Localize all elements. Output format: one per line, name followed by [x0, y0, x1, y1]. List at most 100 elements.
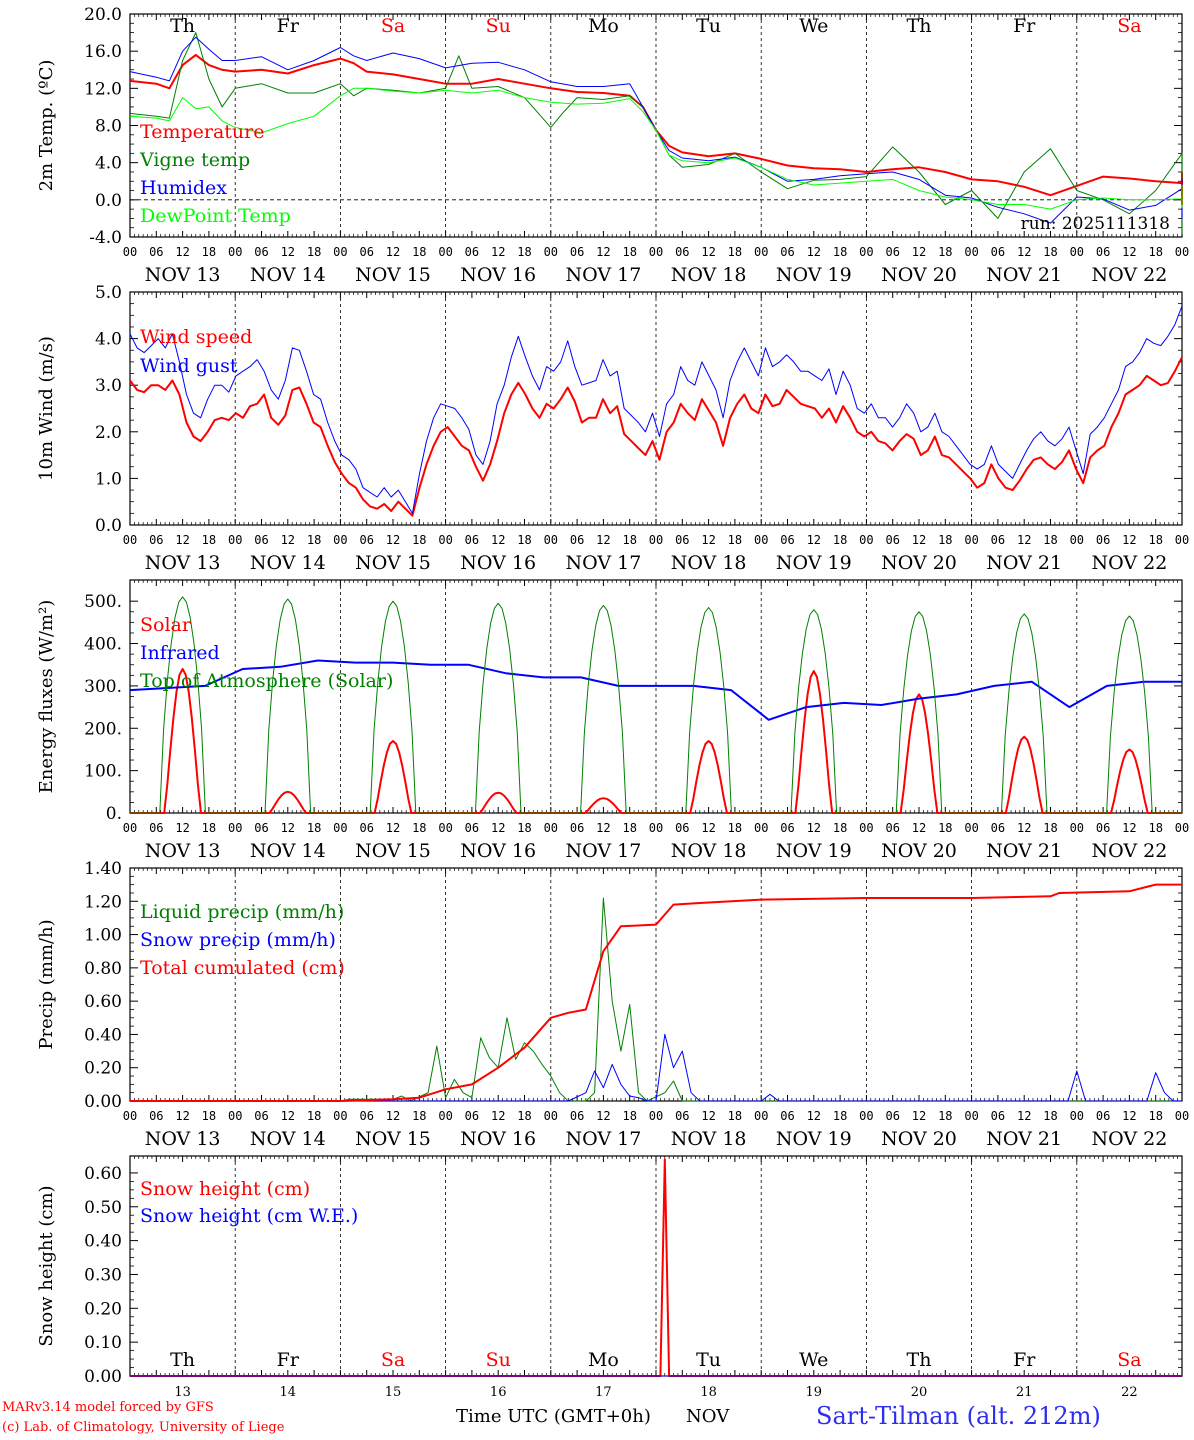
snow-y-tick-label: 0.30	[84, 1265, 122, 1285]
temp-hour-label: 18	[1043, 245, 1057, 259]
snow-y-tick-label: 0.00	[84, 1367, 122, 1387]
energy-date-label: NOV 22	[1091, 840, 1167, 862]
precip-hour-label: 06	[675, 1109, 689, 1123]
wind-hour-label: 12	[491, 533, 505, 547]
precip-y-tick-label: 0.80	[84, 959, 122, 979]
temp-hour-label: 12	[701, 245, 715, 259]
wind-hour-label: 18	[1043, 533, 1057, 547]
energy-hour-label: 06	[675, 821, 689, 835]
precip-hour-label: 00	[859, 1109, 873, 1123]
temp-hour-label: 12	[491, 245, 505, 259]
precip-hour-label: 00	[123, 1109, 137, 1123]
temp-hour-label: 00	[544, 245, 558, 259]
snow-weekday-label: Fr	[277, 1349, 300, 1371]
wind-legend-entry: Wind speed	[140, 326, 252, 348]
energy-hour-label: 00	[123, 821, 137, 835]
wind-hour-label: 00	[544, 533, 558, 547]
temp-y-tick-label: -4.0	[89, 228, 122, 248]
energy-hour-label: 18	[833, 821, 847, 835]
precip-hour-label: 18	[938, 1109, 952, 1123]
snow-day-number: 20	[911, 1385, 928, 1400]
temp-hour-label: 18	[622, 245, 636, 259]
temp-weekday-label: Fr	[1013, 15, 1036, 37]
energy-date-label: NOV 13	[145, 840, 221, 862]
precip-hour-label: 06	[359, 1109, 373, 1123]
snow-y-axis-title: Snow height (cm)	[36, 1185, 57, 1346]
wind-hour-label: 00	[333, 533, 347, 547]
temp-hour-label: 18	[1148, 245, 1162, 259]
precip-y-tick-label: 0.60	[84, 992, 122, 1012]
temp-date-label: NOV 19	[776, 264, 852, 286]
wind-hour-label: 00	[1070, 533, 1084, 547]
energy-hour-label: 18	[412, 821, 426, 835]
wind-hour-label: 18	[728, 533, 742, 547]
energy-hour-label: 00	[1070, 821, 1084, 835]
precip-hour-label: 00	[228, 1109, 242, 1123]
wind-y-tick-label: 2.0	[95, 423, 122, 443]
precip-date-label: NOV 20	[881, 1128, 957, 1150]
precip-hour-label: 12	[281, 1109, 295, 1123]
energy-hour-label: 18	[307, 821, 321, 835]
precip-y-tick-label: 0.40	[84, 1025, 122, 1045]
energy-legend-entry: Infrared	[140, 642, 220, 664]
wind-hour-label: 18	[833, 533, 847, 547]
wind-y-axis-title: 10m Wind (m/s)	[36, 336, 57, 481]
temp-date-label: NOV 14	[250, 264, 326, 286]
wind-hour-label: 00	[228, 533, 242, 547]
temp-hour-label: 06	[149, 245, 163, 259]
energy-hour-label: 00	[228, 821, 242, 835]
temp-y-tick-label: 12.0	[84, 79, 122, 99]
energy-hour-label: 06	[885, 821, 899, 835]
snow-weekday-label: Sa	[1117, 1349, 1141, 1371]
temp-date-label: NOV 21	[986, 264, 1062, 286]
precip-hour-label: 06	[465, 1109, 479, 1123]
wind-hour-label: 12	[386, 533, 400, 547]
temp-hour-label: 12	[175, 245, 189, 259]
energy-date-label: NOV 20	[881, 840, 957, 862]
precip-y-tick-label: 1.40	[84, 859, 122, 879]
temp-hour-label: 12	[596, 245, 610, 259]
precip-hour-label: 06	[780, 1109, 794, 1123]
energy-date-label: NOV 14	[250, 840, 326, 862]
temp-hour-label: 12	[807, 245, 821, 259]
wind-series-wind-gust	[129, 305, 1183, 514]
wind-date-label: NOV 15	[355, 552, 431, 574]
temp-legend-entry: Vigne temp	[139, 149, 250, 171]
energy-hour-label: 12	[701, 821, 715, 835]
precip-hour-label: 18	[622, 1109, 636, 1123]
energy-date-label: NOV 17	[565, 840, 641, 862]
temp-y-tick-label: 20.0	[84, 5, 122, 25]
energy-y-tick-label: 400.	[84, 635, 122, 655]
precip-hour-label: 12	[175, 1109, 189, 1123]
temp-hour-label: 06	[359, 245, 373, 259]
wind-hour-label: 06	[780, 533, 794, 547]
precip-hour-label: 06	[254, 1109, 268, 1123]
precip-hour-label: 18	[517, 1109, 531, 1123]
wind-y-tick-label: 5.0	[95, 283, 122, 303]
energy-legend-entry: Top of Atmosphere (Solar)	[140, 670, 393, 692]
precip-hour-label: 06	[1096, 1109, 1110, 1123]
precip-hour-label: 06	[149, 1109, 163, 1123]
precip-hour-label: 18	[728, 1109, 742, 1123]
precip-y-tick-label: 1.00	[84, 926, 122, 946]
precip-hour-label: 00	[754, 1109, 768, 1123]
temp-legend-entry: Humidex	[140, 177, 227, 199]
temp-legend-entry: Temperature	[140, 121, 264, 143]
snow-y-tick-label: 0.40	[84, 1232, 122, 1252]
energy-hour-label: 18	[202, 821, 216, 835]
energy-date-label: NOV 16	[460, 840, 536, 862]
energy-hour-label: 00	[859, 821, 873, 835]
energy-hour-label: 12	[175, 821, 189, 835]
precip-hour-label: 12	[596, 1109, 610, 1123]
temp-weekday-label: Tu	[696, 15, 721, 37]
energy-hour-label: 06	[991, 821, 1005, 835]
temp-hour-label: 00	[123, 245, 137, 259]
energy-hour-label: 00	[438, 821, 452, 835]
snow-day-number: 16	[490, 1385, 507, 1400]
temp-hour-label: 18	[728, 245, 742, 259]
wind-series-wind-speed	[129, 356, 1183, 517]
temp-hour-label: 18	[517, 245, 531, 259]
wind-hour-label: 18	[202, 533, 216, 547]
precip-hour-label: 00	[649, 1109, 663, 1123]
wind-hour-label: 00	[964, 533, 978, 547]
